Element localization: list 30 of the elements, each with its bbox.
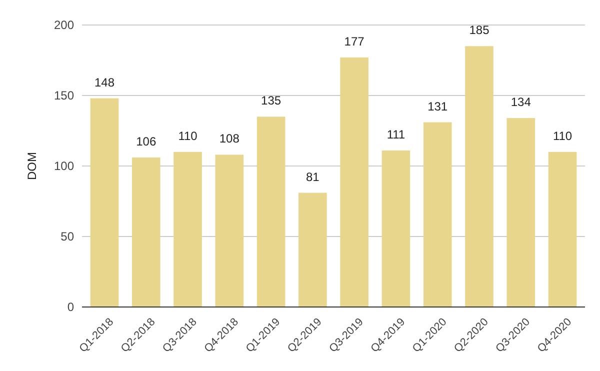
bar — [215, 154, 244, 307]
bar — [90, 98, 119, 307]
y-tick-label: 0 — [67, 300, 74, 314]
bar — [340, 57, 368, 307]
y-tick-label: 200 — [54, 18, 74, 32]
y-tick-label: 150 — [54, 88, 74, 103]
bar — [256, 116, 286, 307]
y-tick-label: 100 — [54, 159, 74, 174]
data-label: 131 — [428, 99, 448, 114]
data-label: 111 — [386, 127, 406, 142]
data-label: 135 — [261, 94, 282, 108]
data-label: 106 — [136, 134, 156, 149]
bar — [174, 152, 202, 307]
bar — [298, 192, 327, 307]
bar — [382, 150, 410, 307]
data-label: 81 — [306, 170, 320, 184]
bar — [132, 158, 160, 307]
data-label: 148 — [94, 75, 115, 90]
bar — [548, 152, 577, 307]
y-axis-title: DOM — [25, 152, 39, 180]
data-label: 177 — [344, 34, 365, 48]
bar — [506, 118, 536, 307]
data-label: 110 — [552, 128, 572, 143]
data-label: 134 — [510, 95, 532, 110]
data-label: 110 — [178, 128, 198, 143]
data-label: 185 — [469, 23, 490, 38]
data-label: 108 — [219, 132, 240, 146]
y-tick-label: 50 — [60, 230, 74, 244]
bar — [423, 122, 452, 307]
bar — [465, 46, 494, 307]
